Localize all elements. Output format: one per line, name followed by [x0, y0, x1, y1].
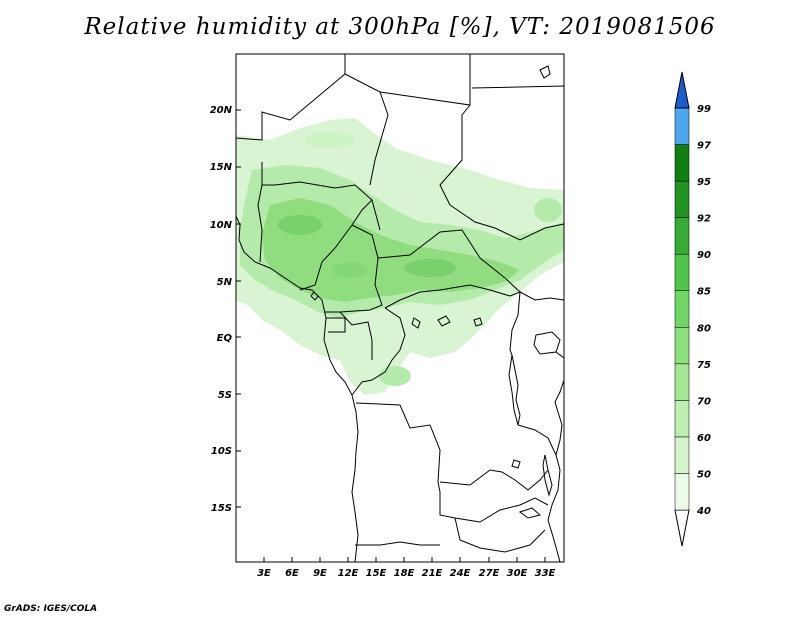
humidity-shading [236, 118, 564, 395]
colorbar-label: 70 [697, 396, 711, 407]
lon-label: 15E [366, 568, 387, 579]
colorbar-segment [674, 436, 690, 474]
lake [437, 315, 451, 327]
border [325, 224, 383, 313]
lake-tanganyika [508, 354, 521, 426]
border [344, 73, 389, 186]
axis-ticks [236, 109, 546, 562]
coastline-east [547, 379, 564, 562]
border [355, 541, 440, 546]
lat-label: 10S [211, 446, 232, 457]
lon-label: 27E [479, 568, 500, 579]
colorbar-segment [674, 473, 690, 511]
land-boundaries [236, 54, 564, 562]
lake [473, 317, 483, 327]
lat-label: EQ [217, 333, 233, 344]
colorbar-segment [674, 509, 690, 547]
lon-label: 21E [422, 568, 443, 579]
humidity-patch [332, 262, 368, 278]
colorbar-segment [674, 400, 690, 438]
colorbar-label: 92 [697, 214, 711, 225]
lon-label: 33E [535, 568, 556, 579]
colorbar-segment [674, 290, 690, 328]
humidity-patch [534, 198, 562, 222]
lat-label: 5S [218, 390, 232, 401]
humidity-patch [278, 215, 322, 235]
border [355, 402, 461, 541]
colorbar-label: 50 [697, 469, 711, 480]
colorbar-label: 75 [697, 360, 711, 371]
lat-label: 15N [210, 162, 233, 173]
colorbar-segment [674, 217, 690, 255]
humidity-region-dense [262, 198, 520, 302]
border [236, 54, 346, 141]
colorbar-segment [674, 144, 690, 182]
lat-label: 15S [211, 503, 232, 514]
latitude-labels: 20N 15N 10N 5N EQ 5S 10S 15S [210, 105, 233, 514]
humidity-patch [404, 259, 456, 277]
colorbar-label: 97 [697, 141, 711, 152]
lake [411, 317, 421, 329]
footer-credit: GrADS: IGES/COLA [4, 604, 98, 614]
border [371, 199, 381, 231]
border [519, 291, 564, 301]
border [449, 204, 564, 241]
colorbar-label: 90 [697, 250, 711, 261]
lake-victoria [533, 331, 561, 355]
map-title: Relative humidity at 300hPa [%], VT: 201… [84, 14, 716, 40]
colorbar-segment [674, 327, 690, 365]
border [257, 184, 263, 263]
border [471, 85, 564, 89]
colorbar-segment [674, 253, 690, 291]
colorbar-label: 80 [697, 323, 711, 334]
border [509, 291, 521, 356]
colorbar-segment [674, 180, 690, 218]
colorbar: 40 50 60 70 75 80 85 90 92 95 97 99 [674, 71, 711, 547]
border [459, 529, 546, 553]
border [379, 54, 471, 106]
humidity-patch [379, 366, 411, 386]
map-frame [235, 53, 565, 563]
colorbar-label: 60 [697, 433, 711, 444]
lon-label: 18E [394, 568, 415, 579]
border [517, 424, 557, 456]
colorbar-label: 85 [697, 287, 711, 298]
lake [511, 459, 521, 469]
border [454, 497, 549, 523]
border [439, 104, 471, 206]
lon-label: 9E [313, 568, 327, 579]
lon-label: 6E [285, 568, 299, 579]
border [351, 307, 406, 396]
lat-label: 20N [210, 105, 233, 116]
lon-label: 30E [507, 568, 528, 579]
border [555, 351, 564, 359]
colorbar-label: 95 [697, 177, 711, 188]
border [377, 229, 521, 309]
colorbar-segment [674, 363, 690, 401]
border [326, 317, 346, 333]
colorbar-segment [674, 107, 690, 145]
border [339, 311, 373, 360]
colorbar-segment [674, 71, 690, 109]
lon-label: 24E [450, 568, 471, 579]
coastline [236, 215, 359, 562]
lon-label: 12E [338, 568, 359, 579]
humidity-patch [305, 132, 355, 148]
lake [310, 291, 319, 301]
lon-label: 3E [257, 568, 271, 579]
longitude-labels: 3E 6E 9E 12E 15E 18E 21E 24E 27E 30E 33E [257, 568, 555, 579]
lat-label: 10N [210, 220, 233, 231]
border [439, 469, 549, 491]
lake [518, 507, 542, 519]
lat-label: 5N [217, 277, 233, 288]
colorbar-label: 40 [696, 506, 711, 517]
colorbar-label: 99 [697, 104, 711, 115]
lake [539, 65, 551, 79]
